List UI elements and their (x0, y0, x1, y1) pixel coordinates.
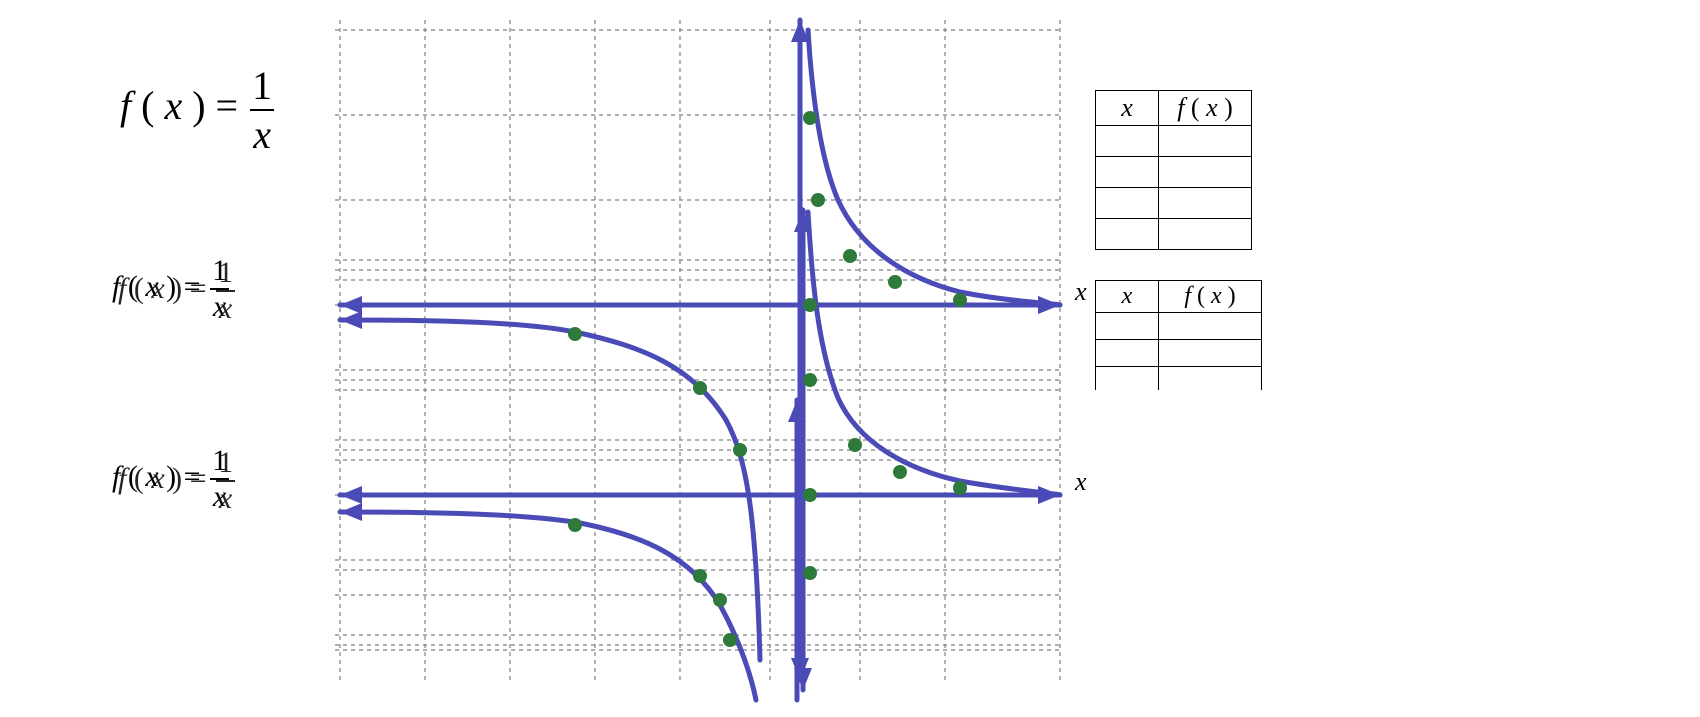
table-row (1096, 313, 1262, 340)
svg-text:x: x (1074, 277, 1087, 306)
table-header: f ( x ) (1159, 91, 1252, 126)
figure-stage: xx f ( x ) = 1xf ( x ) = 1xf ( x ) = 1xf… (0, 0, 1700, 717)
equation-label: f ( x ) = 1x (112, 254, 231, 324)
fraction: 1x (210, 254, 229, 324)
table-header: x (1096, 281, 1159, 313)
table-row (1096, 219, 1252, 250)
table-row (1096, 126, 1252, 157)
equation-label: f ( x ) = 1x (120, 62, 276, 158)
table-row (1096, 157, 1252, 188)
table-row (1096, 367, 1262, 391)
table-row (1096, 340, 1262, 367)
fraction: 1x (250, 62, 274, 158)
table-header: f ( x ) (1159, 281, 1262, 313)
value-table: xf ( x ) (1095, 280, 1262, 390)
function-name: f (120, 83, 131, 128)
equation-label: f ( x ) = 1x (112, 444, 231, 514)
fraction: 1x (210, 444, 229, 514)
table-header: x (1096, 91, 1159, 126)
svg-text:x: x (1074, 467, 1087, 496)
value-table: xf ( x ) (1095, 90, 1252, 250)
table-row (1096, 188, 1252, 219)
